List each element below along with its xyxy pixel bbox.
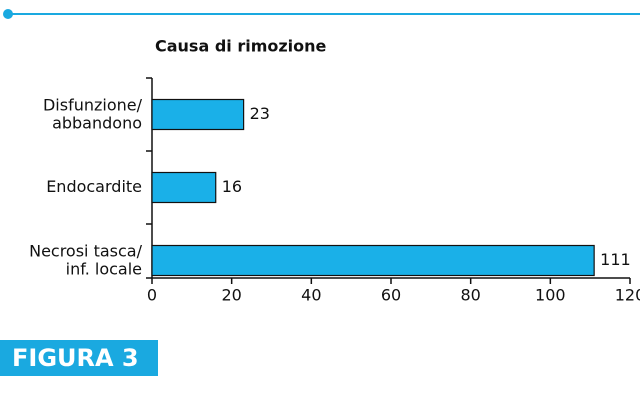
y-tick-label: Necrosi tasca/inf. locale (29, 241, 143, 278)
bar (151, 171, 217, 204)
chart-title: Causa di rimozione (155, 37, 327, 56)
y-tick-label: Endocardite (46, 177, 142, 196)
x-tick-label: 120 (615, 286, 640, 305)
x-tick-label: 0 (147, 286, 157, 305)
figure-label-box (0, 340, 158, 376)
bar (151, 98, 245, 131)
x-tick-label: 60 (381, 286, 401, 305)
bar (151, 244, 595, 277)
x-tick-label: 80 (460, 286, 480, 305)
y-tick-label: Disfunzione/abbandono (43, 95, 143, 132)
value-label: 16 (222, 177, 242, 196)
x-tick-label: 20 (221, 286, 241, 305)
x-tick-label: 40 (301, 286, 321, 305)
value-label: 23 (250, 104, 270, 123)
x-tick-label: 100 (535, 286, 566, 305)
value-label: 111 (600, 250, 631, 269)
figure-label: FIGURA 3 (12, 344, 139, 372)
